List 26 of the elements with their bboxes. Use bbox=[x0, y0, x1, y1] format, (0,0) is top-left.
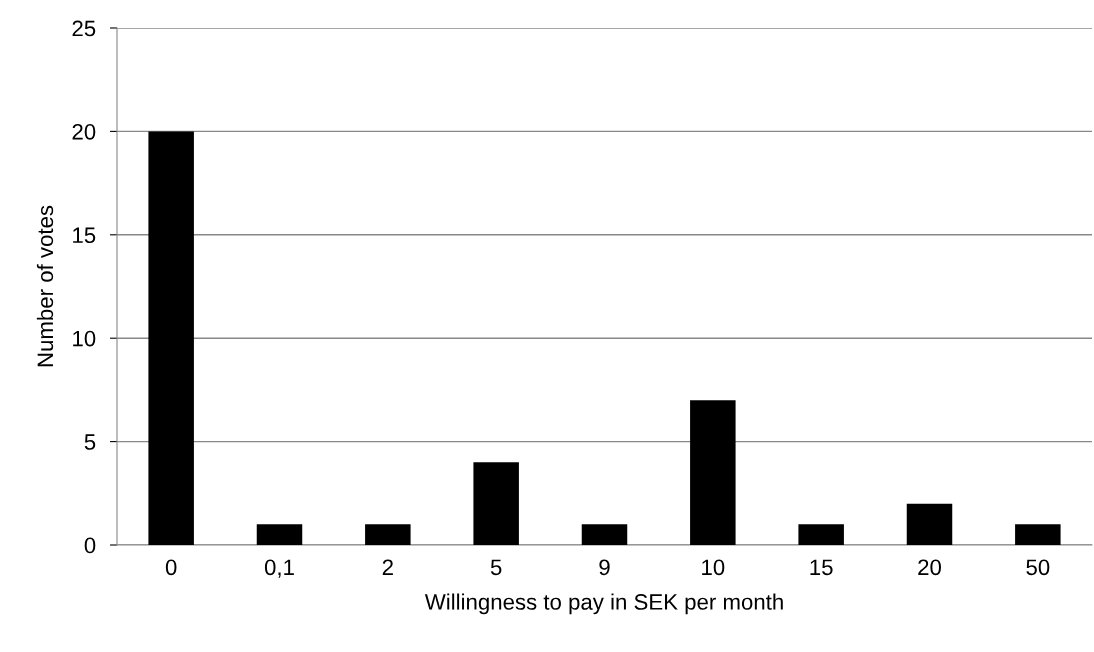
x-tick-label: 10 bbox=[702, 559, 725, 576]
bar bbox=[581, 524, 628, 545]
x-tick-label: 0,1 bbox=[264, 559, 294, 578]
bar bbox=[1015, 524, 1061, 545]
y-tick-label: 25 bbox=[72, 20, 96, 37]
x-tick-label: 5 bbox=[490, 559, 502, 576]
x-tick-label: 2 bbox=[382, 559, 393, 575]
x-tick-label: 9 bbox=[599, 559, 610, 576]
y-tick-label: 15 bbox=[73, 227, 96, 244]
bar bbox=[473, 462, 519, 545]
y-tick-label: 5 bbox=[84, 434, 96, 450]
bar bbox=[798, 524, 844, 545]
x-tick-label: 20 bbox=[918, 559, 941, 576]
y-tick-label: 10 bbox=[73, 330, 96, 347]
bar bbox=[148, 131, 194, 545]
y-tick-label: 20 bbox=[72, 123, 96, 140]
y-axis-title: Number of votes bbox=[36, 205, 54, 367]
bar bbox=[256, 524, 303, 545]
bar bbox=[365, 524, 411, 545]
bar bbox=[690, 400, 736, 545]
x-axis-title: Willingness to pay in SEK per month bbox=[424, 593, 783, 615]
y-tick-label: 0 bbox=[84, 537, 96, 554]
bar bbox=[906, 503, 953, 545]
x-tick-label: 0 bbox=[165, 559, 177, 576]
x-tick-label: 50 bbox=[1026, 559, 1050, 576]
x-tick-label: 15 bbox=[810, 559, 833, 576]
